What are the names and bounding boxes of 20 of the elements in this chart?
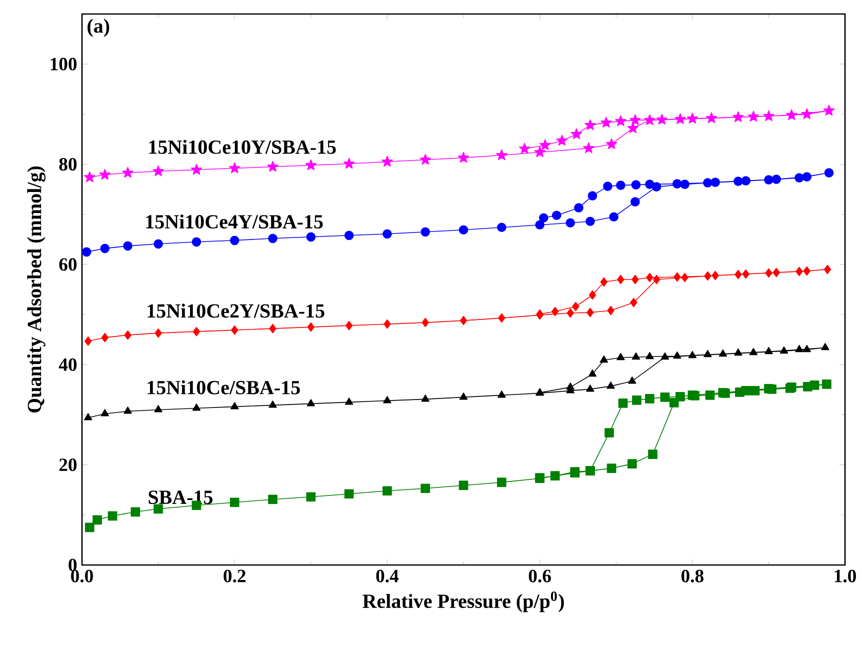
series-label: SBA-15 [148,490,212,504]
y-tick-label: 0 [68,558,77,572]
series-label: 15Ni10Ce10Y/SBA-15 [149,140,336,154]
x-tick-label: 0.8 [681,570,704,582]
y-tick-label: 20 [59,458,77,472]
x-tick-label: 0.6 [528,570,551,582]
x-tick-label: 1.0 [834,570,856,582]
y-tick-label: 100 [50,58,77,70]
x-tick-label: 0.2 [224,570,246,582]
y-tick-label: 80 [59,158,77,171]
series-label: 15Ni10Ce2Y/SBA-15 [148,304,324,318]
series-label: 15Ni10Ce/SBA-15 [148,380,300,394]
x-tick-label: 0.0 [71,570,93,582]
y-tick-label: 60 [59,258,77,271]
y-tick-label: 40 [58,358,77,371]
series-label: 15Ni10Ce4Y/SBA-15 [146,214,323,229]
x-axis-title: Relative Pressure (p/p$^{0}$) [362,592,564,612]
annotation: (a) [88,18,110,37]
y-axis-title: Quantity Adsorbed (mmol/g) [27,166,46,412]
x-tick-label: 0.4 [376,570,399,582]
